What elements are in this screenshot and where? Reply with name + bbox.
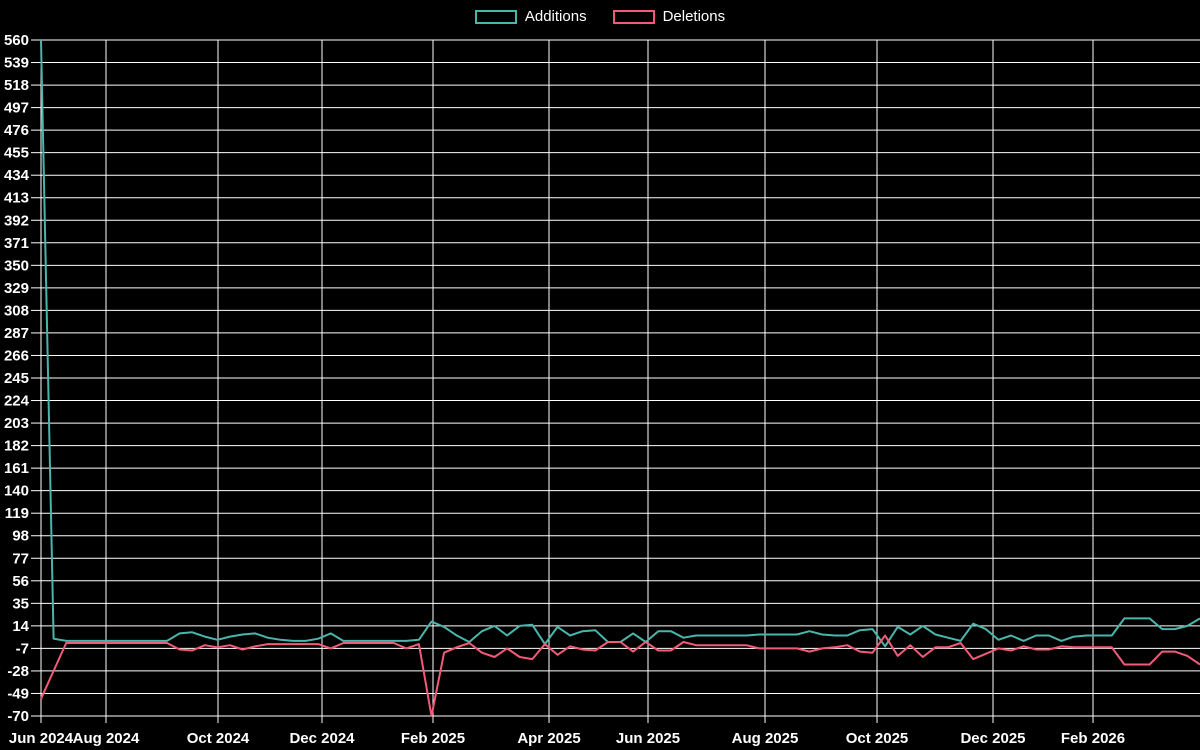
additions-legend-swatch [474,9,517,24]
y-axis-label: 308 [4,302,29,319]
y-axis-label: 455 [4,145,29,162]
y-axis-label: 560 [4,32,29,49]
y-axis-label: 182 [4,438,29,455]
legend-item-deletions[interactable]: Deletions [612,8,726,25]
additions-line [40,39,1200,648]
y-axis-label: 287 [4,325,29,342]
y-axis-label: 140 [4,483,29,500]
y-axis-label: 518 [4,77,29,94]
y-axis-label: 98 [12,528,29,545]
x-axis-label: Dec 2025 [960,730,1025,747]
y-axis-label: -49 [7,685,29,702]
x-axis-label: Apr 2025 [517,730,580,747]
additions-legend-label: Additions [524,8,587,25]
y-axis-label: 434 [4,167,30,184]
y-axis-label: 476 [4,122,29,139]
y-axis-label: -28 [7,663,29,680]
x-axis-label: Feb 2025 [401,730,465,747]
x-axis-label: Jun 2025 [616,730,680,747]
x-axis-label: Oct 2025 [846,730,909,747]
y-axis-label: 14 [12,618,29,635]
x-axis-label: Jun 2024 [9,730,74,747]
y-axis-label: 119 [5,505,29,522]
y-axis-label: 266 [4,347,29,364]
legend-item-additions[interactable]: Additions [474,8,587,25]
y-axis-label: 245 [4,370,29,387]
x-axis-label: Dec 2024 [289,730,355,747]
y-axis-label: 392 [4,212,29,229]
y-axis-label: -70 [7,708,29,725]
y-axis-label: 35 [12,595,29,612]
y-axis-label: 371 [4,235,29,252]
y-axis-label: 329 [4,280,29,297]
y-axis-label: 161 [4,460,29,477]
x-axis-label: Oct 2024 [187,730,250,747]
y-axis-label: 497 [4,100,29,117]
y-axis-label: 77 [12,550,29,567]
y-axis-label: 350 [4,257,29,274]
x-axis-label: Aug 2025 [732,730,799,747]
y-axis-label: 413 [4,190,29,207]
y-axis-label: 224 [4,393,30,410]
y-axis-label: 203 [4,415,29,432]
deletions-legend-swatch [612,9,655,24]
y-axis-label: -7 [16,640,29,657]
deletions-line [40,634,1200,717]
y-axis-label: 56 [12,573,29,590]
x-axis-label: Aug 2024 [73,730,140,747]
x-axis-label: Feb 2026 [1061,730,1125,747]
chart-legend: Additions Deletions [0,8,1200,25]
y-axis-label: 539 [4,55,29,72]
deletions-legend-label: Deletions [662,8,726,25]
